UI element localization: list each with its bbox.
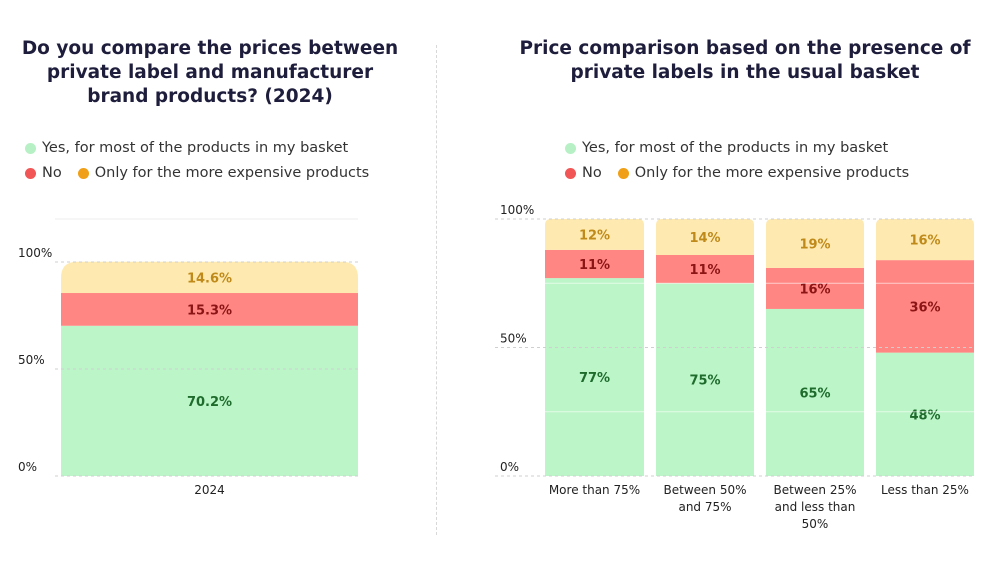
bar-segment-no: [766, 267, 864, 309]
data-label-no: 11%: [689, 263, 720, 278]
left-title-line: Do you compare the prices between: [21, 38, 399, 59]
data-label-expensive: 12%: [579, 228, 610, 243]
legend-dot-yes: [25, 142, 36, 154]
data-label-yes: 70.2%: [187, 395, 232, 410]
data-label-expensive: 14.6%: [187, 271, 232, 286]
bar-segment-yes: [61, 325, 358, 476]
x-tick-label: Between 25%: [774, 483, 857, 497]
bar-segment-no: [876, 260, 974, 353]
left-chart-title: Do you compare the prices between privat…: [10, 37, 410, 109]
y-tick-label: 100%: [18, 246, 52, 260]
data-label-no: 11%: [579, 258, 610, 273]
legend-label-yes: Yes, for most of the products in my bask…: [582, 140, 889, 156]
x-tick-label: and 75%: [678, 500, 731, 514]
data-label-expensive: 19%: [799, 237, 830, 252]
right-legend-row-1: Yes, for most of the products in my bask…: [565, 140, 888, 156]
data-label-expensive: 16%: [909, 234, 940, 249]
bar-segment-expensive: [656, 219, 754, 255]
legend-label-expensive: Only for the more expensive products: [634, 165, 910, 181]
y-tick-label: 0%: [18, 460, 37, 474]
bar-segment-yes: [876, 352, 974, 476]
data-label-no: 15.3%: [187, 303, 232, 318]
left-legend-row-2: No Only for the more expensive products: [25, 165, 369, 181]
bar-segment-yes: [545, 278, 644, 476]
data-label-yes: 48%: [909, 408, 940, 423]
legend-dot-expensive: [77, 167, 89, 179]
data-label-no: 36%: [909, 300, 940, 315]
y-tick-label: 50%: [18, 353, 45, 367]
legend-label-expensive: Only for the more expensive products: [94, 165, 370, 181]
bar-segment-expensive: [876, 219, 974, 261]
x-tick-label: Between 50%: [664, 483, 747, 497]
legend-dot-expensive: [617, 167, 629, 179]
x-tick-label: Less than 25%: [881, 483, 969, 497]
data-label-no: 16%: [799, 282, 830, 297]
legend-dot-no: [25, 167, 36, 179]
right-title-line: Price comparison based on the presence o…: [519, 38, 971, 59]
data-label-yes: 75%: [689, 374, 720, 389]
bar-segment-expensive: [545, 219, 644, 250]
legend-dot-yes: [565, 142, 576, 154]
x-tick-label: and less than: [775, 500, 856, 514]
bar-segment-no: [656, 254, 754, 284]
y-tick-label: 0%: [500, 460, 519, 474]
y-tick-label: 100%: [500, 203, 534, 217]
legend-dot-no: [565, 167, 576, 179]
bar-segment-expensive: [766, 219, 864, 268]
bar-segment-no: [61, 293, 358, 326]
x-tick-label: More than 75%: [549, 483, 640, 497]
data-label-yes: 77%: [579, 371, 610, 386]
left-legend-row-1: Yes, for most of the products in my bask…: [25, 140, 348, 156]
y-tick-label: 50%: [500, 332, 527, 346]
legend-label-no: No: [582, 165, 602, 181]
data-label-yes: 65%: [799, 386, 830, 401]
right-legend-row-2: No Only for the more expensive products: [565, 165, 909, 181]
bar-segment-expensive: [61, 261, 358, 294]
legend-label-yes: Yes, for most of the products in my bask…: [42, 140, 349, 156]
right-title-line: private labels in the usual basket: [570, 62, 920, 83]
bar-segment-yes: [766, 308, 864, 476]
right-chart-title: Price comparison based on the presence o…: [495, 37, 995, 85]
chart-divider: [436, 45, 437, 535]
bar-segment-no: [545, 249, 644, 279]
left-title-line: private label and manufacturer: [46, 62, 374, 83]
x-tick-label: 2024: [194, 483, 225, 497]
left-title-line: brand products? (2024): [87, 86, 333, 107]
data-label-expensive: 14%: [689, 231, 720, 246]
x-tick-label: 50%: [802, 517, 829, 531]
legend-label-no: No: [42, 165, 62, 181]
bar-segment-yes: [656, 283, 754, 476]
